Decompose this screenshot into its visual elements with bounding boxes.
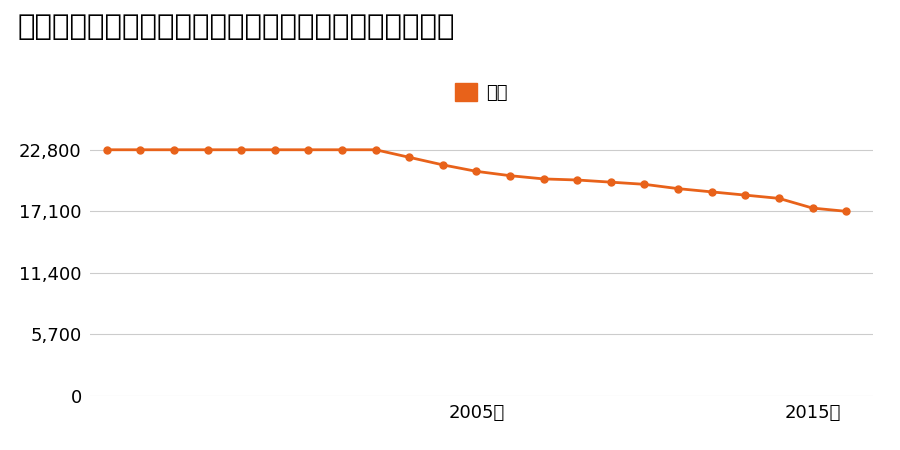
- 価格: [202, 147, 213, 153]
- 価格: [102, 147, 112, 153]
- 価格: [841, 209, 851, 214]
- 価格: [538, 176, 549, 182]
- 価格: [269, 147, 280, 153]
- 価格: [606, 180, 616, 185]
- 価格: [168, 147, 179, 153]
- 価格: [773, 196, 784, 201]
- Legend: 価格: 価格: [448, 76, 515, 109]
- 価格: [337, 147, 347, 153]
- 価格: [437, 162, 448, 167]
- 価格: [672, 186, 683, 191]
- 価格: [370, 147, 381, 153]
- 価格: [471, 169, 482, 174]
- 価格: [303, 147, 314, 153]
- 価格: [505, 173, 516, 178]
- 価格: [236, 147, 247, 153]
- 価格: [404, 155, 415, 160]
- 価格: [740, 193, 751, 198]
- 価格: [706, 189, 717, 194]
- 価格: [639, 182, 650, 187]
- 価格: [572, 177, 582, 183]
- 価格: [135, 147, 146, 153]
- Line: 価格: 価格: [104, 146, 850, 215]
- 価格: [807, 205, 818, 211]
- Text: 北海道様似郡様似町大通２丁目３３番のうちの地価推移: 北海道様似郡様似町大通２丁目３３番のうちの地価推移: [18, 14, 455, 41]
